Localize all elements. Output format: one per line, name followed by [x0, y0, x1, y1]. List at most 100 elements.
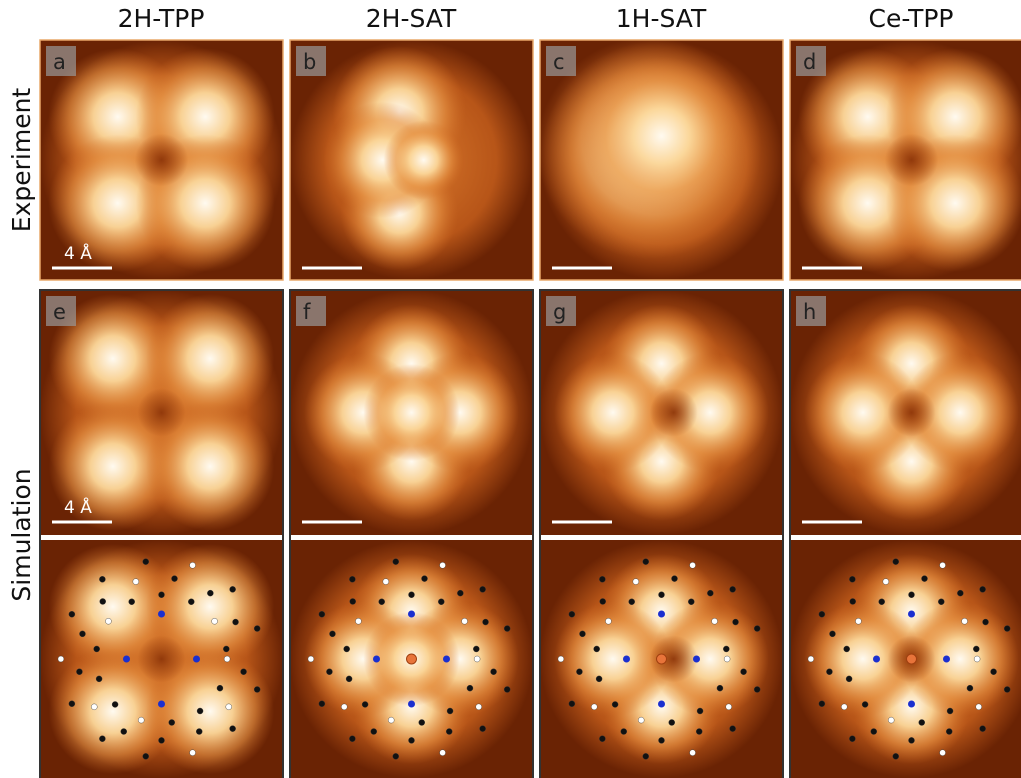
atom [99, 736, 105, 742]
atom [91, 704, 97, 710]
atom [440, 750, 446, 756]
atom [480, 726, 486, 732]
atom [223, 646, 229, 652]
atom [973, 646, 979, 652]
figure: 2H-TPP 2H-SAT 1H-SAT Ce-TPP Experiment S… [0, 0, 1021, 778]
atom [846, 676, 852, 682]
atom [724, 656, 730, 662]
atom [909, 737, 915, 743]
atom [446, 729, 452, 735]
atom [254, 626, 260, 632]
atom [717, 685, 723, 691]
atom [893, 753, 899, 759]
atom [974, 656, 980, 662]
atom [190, 750, 196, 756]
atom [379, 599, 385, 605]
center-atom [907, 654, 917, 664]
atom [393, 559, 399, 565]
atom [371, 729, 377, 735]
atom [983, 619, 989, 625]
n-atom [158, 701, 165, 708]
atom [76, 669, 82, 675]
column-header: 1H-SAT [616, 4, 707, 33]
atom [473, 646, 479, 652]
n-atom [658, 701, 665, 708]
dark-spot [137, 388, 185, 437]
bright-lobe [384, 120, 464, 199]
experiment-image: a4 Å [40, 40, 283, 280]
atom [476, 704, 482, 710]
atom [383, 579, 389, 585]
atom [730, 726, 736, 732]
atom [69, 611, 75, 617]
atom [697, 708, 703, 714]
atom [100, 598, 106, 604]
center-atom [407, 654, 417, 664]
atom [326, 669, 332, 675]
column-header: 2H-SAT [366, 4, 457, 33]
atom [612, 701, 618, 707]
atom [947, 708, 953, 714]
panel-letter: a [53, 50, 66, 74]
atom [690, 750, 696, 756]
atom [871, 729, 877, 735]
atom [105, 618, 111, 624]
atom [844, 646, 850, 652]
atom [188, 599, 194, 605]
atom [849, 576, 855, 582]
center-atom [657, 654, 667, 664]
atom [230, 726, 236, 732]
simulation-image: h [790, 290, 1021, 535]
atom [350, 598, 356, 604]
simulation-model [290, 540, 533, 778]
column-header: Ce-TPP [869, 4, 954, 33]
atom [558, 656, 564, 662]
atom [483, 619, 489, 625]
atom [159, 592, 165, 598]
atom [491, 669, 497, 675]
atom [707, 590, 713, 596]
atom [712, 618, 718, 624]
simulation-image: f [290, 290, 533, 535]
atom [862, 701, 868, 707]
atom [1004, 686, 1010, 692]
atom [112, 701, 118, 707]
atom [741, 669, 747, 675]
n-atom [408, 701, 415, 708]
atom [672, 576, 678, 582]
atom [462, 618, 468, 624]
atom [319, 611, 325, 617]
atom [409, 737, 415, 743]
atom [341, 704, 347, 710]
atom [879, 599, 885, 605]
simulation-image: e4 Å [40, 290, 283, 535]
atom [474, 656, 480, 662]
atom [224, 656, 230, 662]
atom [308, 656, 314, 662]
panel-letter: c [553, 50, 565, 74]
atom [696, 729, 702, 735]
atom [980, 586, 986, 592]
atom [754, 686, 760, 692]
atom [457, 590, 463, 596]
atom [629, 599, 635, 605]
atom [233, 619, 239, 625]
column-header: 2H-TPP [118, 4, 205, 33]
atom [96, 676, 102, 682]
atom [133, 579, 139, 585]
atom [159, 737, 165, 743]
atom [819, 701, 825, 707]
panel-letter: b [303, 50, 316, 74]
atom [599, 736, 605, 742]
atom [730, 586, 736, 592]
atom [230, 586, 236, 592]
atom [467, 685, 473, 691]
atom [344, 646, 350, 652]
atom [957, 590, 963, 596]
atom [349, 736, 355, 742]
atom [393, 753, 399, 759]
atom [726, 704, 732, 710]
atom [212, 618, 218, 624]
letter-box [296, 296, 326, 326]
